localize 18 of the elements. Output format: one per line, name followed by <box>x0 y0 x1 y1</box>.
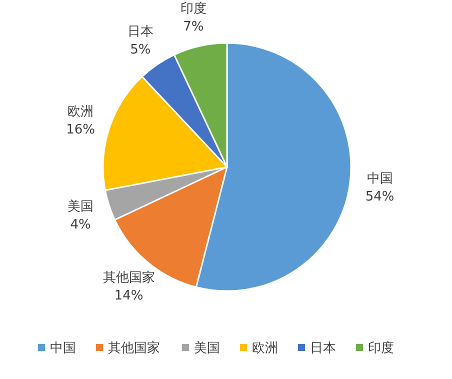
data-label: 4% <box>70 218 91 233</box>
slice-label: 欧洲 <box>68 104 94 120</box>
data-label: 16% <box>66 122 95 138</box>
data-label: 54% <box>365 189 394 204</box>
legend-label: 日本 <box>310 341 336 356</box>
slice-label: 日本 <box>127 24 154 40</box>
data-label: 14% <box>114 288 144 304</box>
slice-label: 印度 <box>180 0 206 17</box>
legend-label: 印度 <box>368 340 394 356</box>
legend-label: 中国 <box>50 341 76 356</box>
legend-label: 欧洲 <box>252 341 278 356</box>
legend-label: 美国 <box>194 340 220 356</box>
slice-label: 中国 <box>366 171 393 186</box>
data-label: 7% <box>183 20 204 35</box>
data-label: 5% <box>130 42 151 58</box>
slice-label: 美国 <box>68 198 94 215</box>
slice-label: 其他国家 <box>102 270 155 286</box>
legend-label: 其他国家 <box>108 340 160 356</box>
